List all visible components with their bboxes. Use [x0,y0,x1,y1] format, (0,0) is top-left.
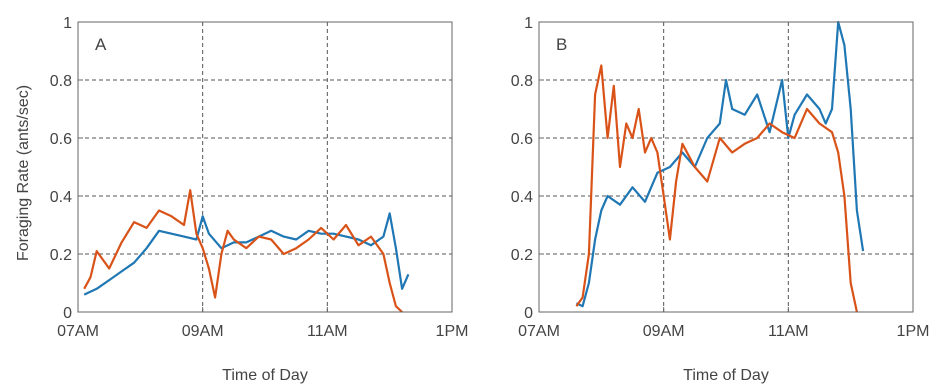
series-line-2 [83,189,403,313]
y-tick-label: 0.8 [50,73,72,90]
y-tick-label: 0 [524,305,533,322]
y-tick-label: 0.4 [50,189,72,206]
panel-b: 0 0.2 0.4 0.6 0.8 1 07AM 09AM 11AM 1PM Time of Day… [511,15,930,384]
y-tick-label: 1 [524,15,533,32]
series-line-1 [83,212,410,296]
x-tick-label: 11AM [768,323,809,340]
x-tick-label: 09AM [182,323,224,340]
y-tick-label: 0.2 [511,247,533,264]
series-line-2 [575,64,858,313]
x-tick-label: 09AM [643,323,685,340]
panel-label: B [556,35,567,54]
y-tick-label: 0.4 [511,189,533,206]
y-axis-label: Foraging Rate (ants/sec) [15,85,32,261]
panel-a: 0 0.2 0.4 0.6 0.8 1 07AM 09AM 11AM 1PM Time of Day… [50,15,469,384]
series-line-1 [575,20,865,308]
y-tick-label: 0.6 [511,131,533,148]
y-tick-label: 0.6 [50,131,72,148]
plot-frame [538,21,914,313]
x-tick-label: 1PM [436,323,469,340]
x-axis-label: Time of Day [683,367,769,384]
x-tick-label: 1PM [897,323,930,340]
y-tick-label: 1 [63,15,72,32]
x-tick-label: 07AM [518,323,560,340]
y-tick-label: 0 [63,305,72,322]
x-tick-label: 11AM [307,323,348,340]
x-axis-label: Time of Day [222,367,308,384]
x-tick-label: 07AM [57,323,99,340]
plot-frame [77,21,453,313]
panel-label: A [95,35,107,54]
y-tick-label: 0.8 [511,73,533,90]
y-tick-label: 0.2 [50,247,72,264]
